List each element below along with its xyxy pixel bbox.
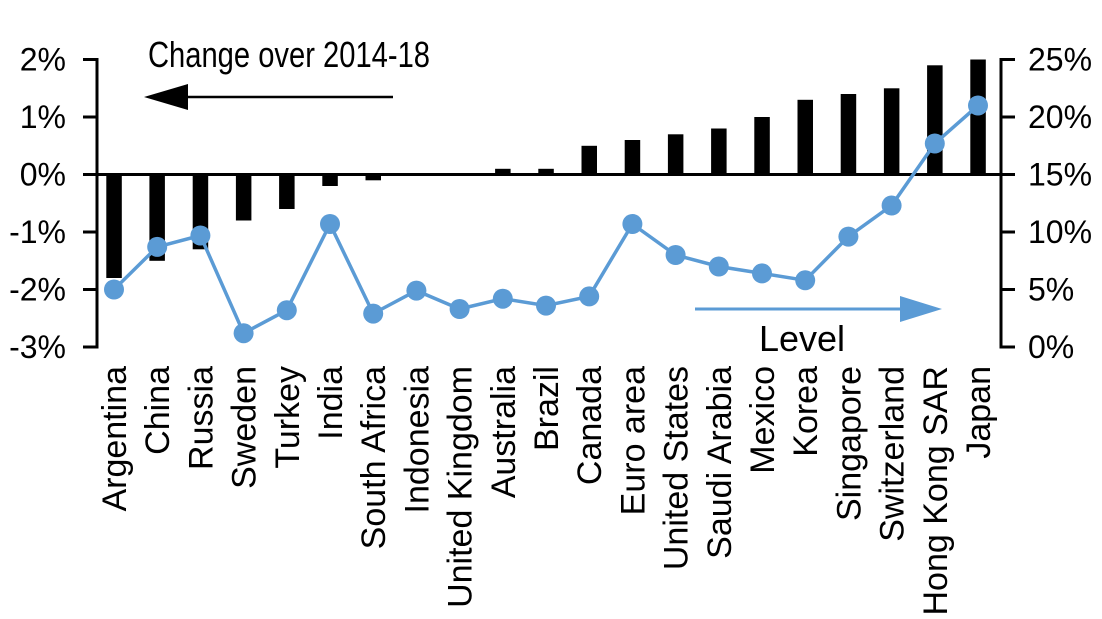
x-axis-label-russia: Russia bbox=[182, 366, 220, 470]
level-point-turkey bbox=[276, 300, 297, 321]
right-y-axis-tick-label: 5% bbox=[1028, 272, 1074, 308]
x-axis-label-hong-kong-sar: Hong Kong SAR bbox=[917, 366, 955, 616]
x-axis-label-korea: Korea bbox=[787, 366, 825, 457]
left-y-axis-tick-label: 2% bbox=[20, 42, 66, 78]
x-axis-label-argentina: Argentina bbox=[96, 366, 134, 512]
bars-annotation: Change over 2014-18 bbox=[144, 34, 430, 110]
line-annotation: Level bbox=[695, 296, 942, 359]
bar-turkey bbox=[279, 174, 295, 209]
right-y-axis-tick-label: 15% bbox=[1028, 157, 1092, 193]
x-axis-label-brazil: Brazil bbox=[528, 366, 566, 451]
bar-brazil bbox=[538, 168, 554, 175]
x-axis-label-mexico: Mexico bbox=[744, 366, 782, 474]
level-line-series bbox=[104, 95, 988, 344]
level-point-japan bbox=[968, 95, 988, 116]
x-axis-label-australia: Australia bbox=[485, 366, 523, 498]
x-axis-label-saudi-arabia: Saudi Arabia bbox=[701, 366, 739, 559]
x-axis-label-indonesia: Indonesia bbox=[398, 366, 436, 514]
bar-singapore bbox=[840, 94, 857, 175]
level-point-brazil bbox=[536, 295, 556, 316]
level-point-saudi-arabia bbox=[708, 256, 729, 277]
bar-australia bbox=[495, 168, 511, 175]
bar-canada bbox=[581, 145, 597, 175]
level-point-australia bbox=[492, 288, 513, 309]
x-axis-label-india: India bbox=[312, 366, 350, 440]
level-point-canada bbox=[579, 286, 600, 307]
x-axis-label-switzerland: Switzerland bbox=[874, 366, 912, 542]
right-y-axis-tick-label: 25% bbox=[1028, 42, 1092, 78]
level-point-united-kingdom bbox=[449, 299, 470, 319]
bar-sweden bbox=[235, 174, 252, 221]
x-axis-label-japan: Japan bbox=[960, 366, 998, 459]
left-y-axis-tick-label: -1% bbox=[9, 214, 66, 250]
bar-saudi-arabia bbox=[711, 128, 727, 175]
bar-euro-area bbox=[624, 140, 641, 175]
x-axis-label-sweden: Sweden bbox=[226, 366, 264, 489]
left-y-axis-tick-label: 1% bbox=[20, 99, 66, 135]
level-point-united-states bbox=[665, 245, 686, 265]
right-y-axis-tick-label: 10% bbox=[1028, 214, 1092, 250]
left-y-axis-tick-label: 0% bbox=[20, 157, 66, 193]
level-point-south-africa bbox=[363, 303, 384, 324]
level-point-indonesia bbox=[406, 280, 427, 301]
level-point-china bbox=[147, 236, 168, 257]
level-point-korea bbox=[795, 270, 816, 291]
bar-united-states bbox=[667, 134, 684, 175]
right-y-axis-tick-label: 0% bbox=[1028, 329, 1074, 365]
level-point-russia bbox=[190, 225, 211, 246]
bars-series-label: Change over 2014-18 bbox=[148, 34, 430, 75]
x-axis-label-canada: Canada bbox=[571, 366, 609, 485]
left-y-axis-tick-label: -3% bbox=[9, 329, 66, 365]
level-point-india bbox=[320, 214, 340, 234]
right-arrow-head bbox=[900, 296, 942, 322]
left-y-axis-tick-label: -2% bbox=[9, 272, 66, 308]
level-point-argentina bbox=[104, 279, 124, 300]
level-point-mexico bbox=[752, 263, 772, 284]
bar-japan bbox=[970, 59, 986, 175]
bar-south-africa bbox=[365, 174, 381, 181]
x-axis-label-united-kingdom: United Kingdom bbox=[442, 366, 480, 608]
x-axis-label-south-africa: South Africa bbox=[355, 366, 393, 549]
line-series-label: Level bbox=[759, 318, 845, 359]
right-y-axis-tick-label: 20% bbox=[1028, 99, 1092, 135]
level-point-sweden bbox=[233, 323, 254, 344]
bar-korea bbox=[797, 99, 813, 175]
bar-hong-kong-sar bbox=[927, 65, 943, 175]
level-point-singapore bbox=[838, 226, 859, 247]
left-arrow-head bbox=[144, 84, 188, 110]
x-axis-label-turkey: Turkey bbox=[269, 366, 307, 469]
bars-series bbox=[106, 59, 986, 278]
bar-india bbox=[322, 174, 338, 186]
bar-argentina bbox=[106, 174, 122, 278]
bar-mexico bbox=[754, 117, 770, 175]
x-axis-label-euro-area: Euro area bbox=[614, 366, 652, 515]
level-point-switzerland bbox=[881, 195, 902, 216]
x-axis-label-united-states: United States bbox=[658, 366, 696, 570]
bar-switzerland bbox=[883, 88, 900, 175]
x-axis-label-singapore: Singapore bbox=[830, 366, 868, 521]
x-axis-label-china: China bbox=[139, 366, 177, 455]
level-point-hong-kong-sar bbox=[924, 133, 945, 154]
level-point-euro-area bbox=[622, 214, 643, 234]
